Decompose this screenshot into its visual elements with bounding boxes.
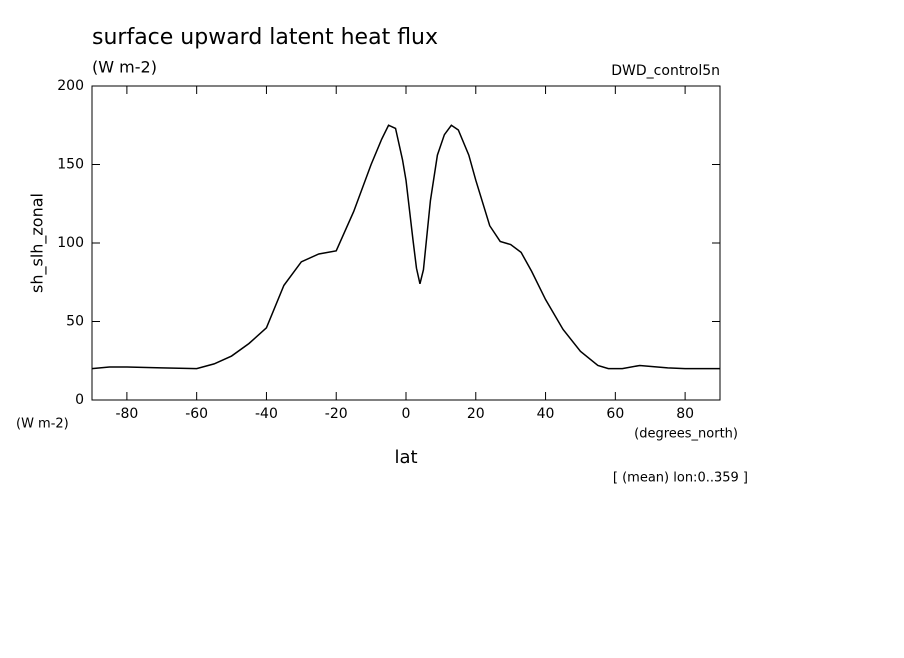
plot-frame xyxy=(91,85,721,401)
x-axis-label: lat xyxy=(394,447,417,468)
y-tick-label: 150 xyxy=(57,157,84,173)
y-tick-label: 0 xyxy=(75,392,84,408)
y-axis-label: sh_slh_zonal xyxy=(28,193,48,293)
data-line xyxy=(91,124,720,370)
note: [ (mean) lon:0..359 ] xyxy=(613,471,748,486)
x-tick-label: 80 xyxy=(676,406,694,422)
x-tick-label: -40 xyxy=(255,406,278,422)
y-units: (W m-2) xyxy=(16,417,69,432)
x-tick-label: 20 xyxy=(467,406,485,422)
chart-title: surface upward latent heat flux xyxy=(92,25,438,50)
x-tick-label: -80 xyxy=(115,406,138,422)
x-tick-label: 0 xyxy=(402,406,411,422)
dataset: DWD_control5n xyxy=(611,63,720,79)
y-tick-label: 50 xyxy=(66,314,84,330)
units: (W m-2) xyxy=(92,58,157,77)
x-tick-label: -20 xyxy=(325,406,348,422)
y-tick-label: 100 xyxy=(57,235,84,251)
x-units: (degrees_north) xyxy=(634,427,738,442)
x-tick-label: 40 xyxy=(537,406,555,422)
x-tick-label: -60 xyxy=(185,406,208,422)
y-tick-label: 200 xyxy=(57,78,84,94)
x-tick-label: 60 xyxy=(606,406,624,422)
